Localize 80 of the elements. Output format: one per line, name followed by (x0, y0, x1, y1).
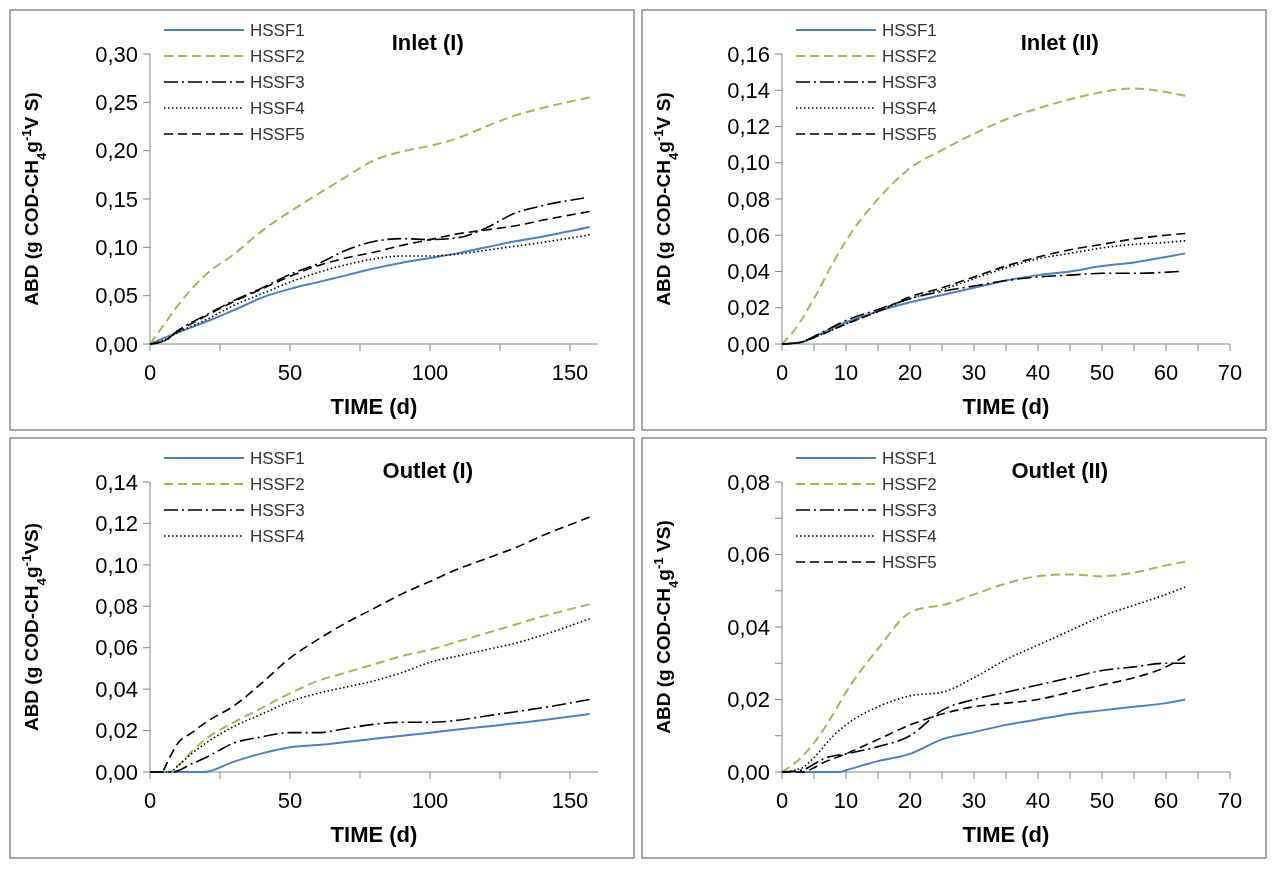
legend-label: HSSF2 (882, 474, 937, 494)
y-tick-label: 0,14 (95, 469, 138, 495)
legend-label: HSSF2 (882, 46, 937, 66)
x-tick-label: 150 (551, 360, 589, 385)
y-tick-label: 0,30 (95, 41, 138, 67)
legend-label: HSSF4 (882, 98, 937, 118)
y-tick-label: 0,02 (727, 687, 770, 713)
y-tick-label: 0,00 (727, 331, 770, 357)
y-tick-label: 0,08 (727, 186, 770, 212)
y-tick-label: 0,15 (95, 186, 138, 212)
y-tick-label: 0,06 (95, 635, 138, 661)
y-tick-label: 0,02 (727, 295, 770, 321)
x-tick-label: 50 (1089, 788, 1115, 813)
chart-title: Outlet (II) (1011, 458, 1109, 483)
x-tick-label: 40 (1025, 788, 1051, 813)
x-tick-label: 0 (143, 788, 157, 813)
x-tick-label: 40 (1025, 360, 1051, 385)
x-axis-title: TIME (d) (962, 822, 1050, 847)
x-axis-title: TIME (d) (962, 394, 1050, 419)
x-tick-label: 0 (775, 788, 789, 813)
x-tick-label: 70 (1217, 360, 1243, 385)
x-tick-label: 10 (833, 360, 859, 385)
y-tick-label: 0,10 (95, 552, 138, 578)
y-tick-label: 0,00 (95, 331, 138, 357)
legend-label: HSSF3 (882, 72, 937, 92)
y-tick-label: 0,12 (95, 511, 138, 537)
x-tick-label: 70 (1217, 788, 1243, 813)
legend-label: HSSF1 (250, 20, 305, 40)
y-tick-label: 0,00 (95, 759, 138, 785)
x-tick-label: 150 (551, 788, 589, 813)
y-tick-label: 0,10 (95, 235, 138, 261)
y-tick-label: 0,12 (727, 114, 770, 140)
y-tick-label: 0,16 (727, 41, 770, 67)
legend-label: HSSF4 (882, 526, 937, 546)
legend-label: HSSF3 (882, 500, 937, 520)
legend-label: HSSF1 (882, 448, 937, 468)
x-tick-label: 50 (1089, 360, 1115, 385)
y-tick-label: 0,20 (95, 138, 138, 164)
x-axis-title: TIME (d) (330, 394, 418, 419)
legend-label: HSSF5 (250, 124, 305, 144)
y-tick-label: 0,14 (727, 77, 770, 103)
x-tick-label: 20 (897, 788, 923, 813)
x-tick-label: 50 (277, 360, 303, 385)
y-tick-label: 0,08 (95, 593, 138, 619)
legend-label: HSSF5 (882, 124, 937, 144)
y-tick-label: 0,25 (95, 90, 138, 116)
y-tick-label: 0,04 (727, 614, 770, 640)
legend-label: HSSF3 (250, 500, 305, 520)
legend-label: HSSF4 (250, 526, 305, 546)
y-tick-label: 0,06 (727, 542, 770, 568)
y-tick-label: 0,06 (727, 222, 770, 248)
x-tick-label: 100 (411, 788, 449, 813)
x-tick-label: 60 (1153, 360, 1179, 385)
y-tick-label: 0,00 (727, 759, 770, 785)
x-tick-label: 0 (143, 360, 157, 385)
legend-label: HSSF2 (250, 474, 305, 494)
x-tick-label: 0 (775, 360, 789, 385)
chart-title: Inlet (I) (391, 30, 464, 55)
legend-label: HSSF1 (250, 448, 305, 468)
legend-label: HSSF2 (250, 46, 305, 66)
y-tick-label: 0,10 (727, 150, 770, 176)
x-tick-label: 50 (277, 788, 303, 813)
x-tick-label: 100 (411, 360, 449, 385)
y-tick-label: 0,04 (95, 676, 138, 702)
legend-label: HSSF4 (250, 98, 305, 118)
y-tick-label: 0,02 (95, 718, 138, 744)
legend-label: HSSF3 (250, 72, 305, 92)
x-tick-label: 20 (897, 360, 923, 385)
chart-title: Outlet (I) (382, 458, 473, 483)
x-tick-label: 10 (833, 788, 859, 813)
y-tick-label: 0,05 (95, 283, 138, 309)
y-tick-label: 0,04 (727, 259, 770, 285)
x-tick-label: 30 (961, 788, 987, 813)
y-tick-label: 0,08 (727, 469, 770, 495)
chart-title: Inlet (II) (1020, 30, 1099, 55)
legend-label: HSSF5 (882, 552, 937, 572)
x-tick-label: 30 (961, 360, 987, 385)
x-tick-label: 60 (1153, 788, 1179, 813)
x-axis-title: TIME (d) (330, 822, 418, 847)
legend-label: HSSF1 (882, 20, 937, 40)
